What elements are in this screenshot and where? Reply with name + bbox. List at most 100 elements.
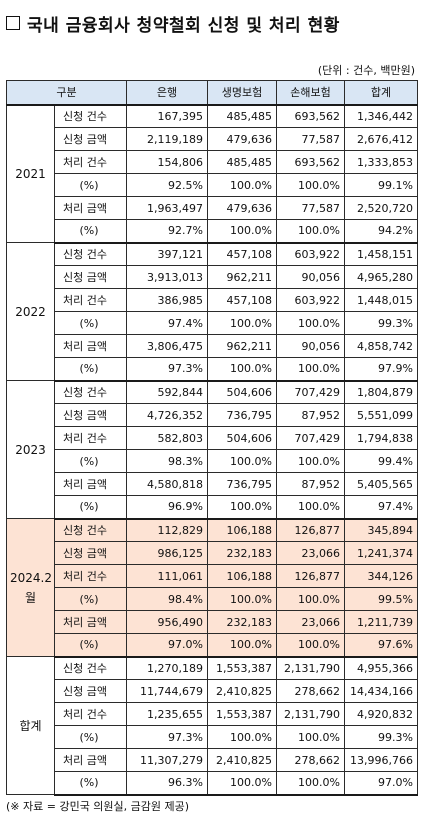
value-cell: 693,562: [276, 104, 345, 128]
table-row: (%) 92.5% 100.0% 100.0% 99.1%: [7, 173, 418, 197]
value-cell: 2,520,720: [344, 196, 418, 220]
value-cell: 3,913,013: [126, 265, 208, 289]
value-cell: 736,795: [207, 403, 277, 427]
year-cell: 2024.2월: [6, 518, 55, 657]
value-cell: 504,606: [207, 380, 277, 404]
value-cell: 457,108: [207, 242, 277, 266]
table-row: (%) 98.3% 100.0% 100.0% 99.4%: [7, 449, 418, 473]
value-cell: 4,965,280: [344, 265, 418, 289]
value-cell: 99.3%: [344, 725, 418, 749]
value-cell: 77,587: [276, 196, 345, 220]
header-category: 구분: [6, 80, 127, 105]
row-label: 신청 금액: [54, 541, 127, 565]
value-cell: 92.7%: [126, 219, 208, 244]
year-cell: 2023: [6, 380, 55, 519]
row-label: (%): [54, 219, 127, 244]
value-cell: 232,183: [207, 541, 277, 565]
value-cell: 1,458,151: [344, 242, 418, 266]
row-label: (%): [54, 495, 127, 520]
value-cell: 707,429: [276, 426, 345, 450]
value-cell: 14,434,166: [344, 679, 418, 703]
document-title: 국내 금융회사 청약철회 신청 및 처리 현황: [6, 8, 417, 38]
value-cell: 2,676,412: [344, 127, 418, 151]
value-cell: 77,587: [276, 127, 345, 151]
row-label: 처리 금액: [54, 472, 127, 496]
table-row: (%) 97.4% 100.0% 100.0% 99.3%: [7, 311, 418, 335]
table-row: (%) 97.3% 100.0% 100.0% 99.3%: [7, 725, 418, 749]
value-cell: 167,395: [126, 104, 208, 128]
value-cell: 100.0%: [207, 219, 277, 244]
value-cell: 100.0%: [276, 587, 345, 611]
value-cell: 4,726,352: [126, 403, 208, 427]
value-cell: 100.0%: [207, 725, 277, 749]
table-row: 2023 신청 건수 592,844 504,606 707,429 1,804,879: [6, 380, 418, 519]
value-cell: 397,121: [126, 242, 208, 266]
value-cell: 3,806,475: [126, 334, 208, 358]
row-label: 처리 건수: [54, 702, 127, 726]
row-label: (%): [54, 633, 127, 658]
table-row: (%) 96.3% 100.0% 100.0% 97.0%: [7, 771, 418, 796]
row-label: 처리 금액: [54, 610, 127, 634]
value-cell: 100.0%: [207, 587, 277, 611]
value-cell: 100.0%: [276, 633, 345, 658]
value-cell: 100.0%: [207, 173, 277, 197]
value-cell: 97.4%: [126, 311, 208, 335]
value-cell: 23,066: [276, 541, 345, 565]
row-label: 처리 건수: [54, 288, 127, 312]
row-label: 처리 금액: [54, 748, 127, 772]
value-cell: 100.0%: [207, 449, 277, 473]
year-cell: 2021: [6, 104, 55, 243]
table-row: 2024.2월 신청 건수 112,829 106,188 126,877 345,894: [6, 518, 418, 657]
value-cell: 5,551,099: [344, 403, 418, 427]
value-cell: 2,131,790: [276, 702, 345, 726]
header-row: 구분 은행 생명보험 손해보험 합계: [6, 80, 418, 105]
year-cell: 합계: [6, 656, 55, 795]
title-text: 국내 금융회사 청약철회 신청 및 처리 현황: [27, 15, 340, 36]
table-row: 신청 금액 11,744,679 2,410,825 278,662 14,434,16…: [7, 679, 418, 703]
value-cell: 100.0%: [276, 771, 345, 796]
table-row: (%) 96.9% 100.0% 100.0% 97.4%: [7, 495, 418, 520]
table-row: 처리 금액 4,580,818 736,795 87,952 5,405,565: [7, 472, 418, 496]
table-row: (%) 97.3% 100.0% 100.0% 97.9%: [7, 357, 418, 382]
value-cell: 94.2%: [344, 219, 418, 244]
row-label: 처리 금액: [54, 334, 127, 358]
value-cell: 278,662: [276, 748, 345, 772]
value-cell: 126,877: [276, 518, 345, 542]
value-cell: 1,346,442: [344, 104, 418, 128]
value-cell: 2,410,825: [207, 748, 277, 772]
table-row: 처리 금액 3,806,475 962,211 90,056 4,858,742: [7, 334, 418, 358]
value-cell: 1,553,387: [207, 656, 277, 680]
table-row: 처리 건수 111,061 106,188 126,877 344,126: [7, 564, 418, 588]
row-label: (%): [54, 357, 127, 382]
value-cell: 87,952: [276, 403, 345, 427]
value-cell: 4,920,832: [344, 702, 418, 726]
table-row: (%) 97.0% 100.0% 100.0% 97.6%: [7, 633, 418, 658]
value-cell: 96.9%: [126, 495, 208, 520]
row-label: 신청 금액: [54, 403, 127, 427]
value-cell: 97.4%: [344, 495, 418, 520]
value-cell: 693,562: [276, 150, 345, 174]
data-table: 구분 은행 생명보험 손해보험 합계 2021 신청 건수 167,395 485,4…: [6, 80, 418, 796]
row-label: (%): [54, 311, 127, 335]
unit-note: (단위 : 건수, 백만원): [317, 64, 415, 77]
table-row: 신청 금액 3,913,013 962,211 90,056 4,965,280: [7, 265, 418, 289]
row-label: 처리 건수: [54, 426, 127, 450]
value-cell: 23,066: [276, 610, 345, 634]
value-cell: 97.3%: [126, 725, 208, 749]
row-label: 신청 금액: [54, 265, 127, 289]
value-cell: 100.0%: [276, 311, 345, 335]
header-life-insurance: 생명보험: [207, 80, 277, 105]
table-row: 처리 건수 582,803 504,606 707,429 1,794,838: [7, 426, 418, 450]
row-label: 신청 건수: [54, 656, 127, 680]
value-cell: 707,429: [276, 380, 345, 404]
value-cell: 1,553,387: [207, 702, 277, 726]
value-cell: 100.0%: [276, 173, 345, 197]
row-label: 처리 건수: [54, 150, 127, 174]
value-cell: 100.0%: [276, 725, 345, 749]
value-cell: 1,963,497: [126, 196, 208, 220]
value-cell: 485,485: [207, 104, 277, 128]
value-cell: 603,922: [276, 242, 345, 266]
value-cell: 90,056: [276, 265, 345, 289]
value-cell: 4,580,818: [126, 472, 208, 496]
table-row: 처리 건수 1,235,655 1,553,387 2,131,790 4,920,83…: [7, 702, 418, 726]
